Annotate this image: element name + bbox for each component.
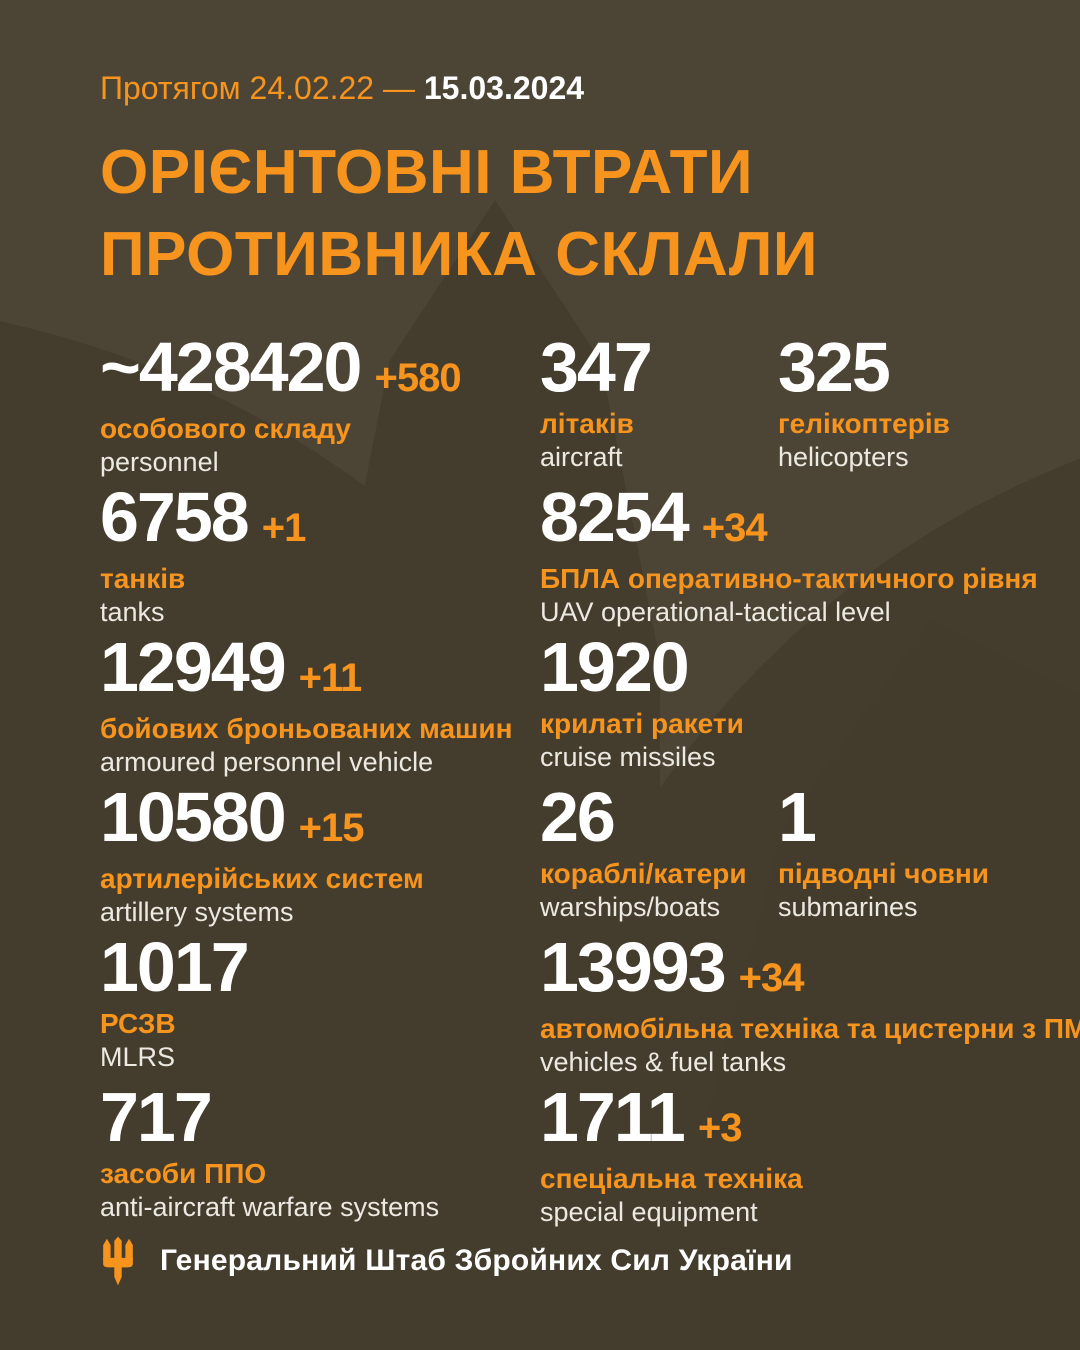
stat-label-ua: гелікоптерів [778, 408, 950, 439]
stat-label-ua: РСЗВ [100, 1008, 176, 1039]
stat-value: 6758 [100, 478, 250, 556]
stat-label-ua: крилаті ракети [540, 708, 744, 739]
stat-label-en: special equipment [540, 1197, 758, 1227]
organization-name: Генеральний Штаб Збройних Сил України [160, 1244, 793, 1277]
stat-label-ua: БПЛА оперативно-тактичного рівня [540, 563, 1038, 594]
stat-value: ~428420 [100, 328, 362, 406]
stat-label-en: submarines [778, 892, 918, 922]
trident-icon [103, 1236, 133, 1286]
stat-label-en: warships/boats [540, 892, 721, 922]
stat-value: 10580 [100, 778, 287, 856]
stat-label-en: artillery systems [100, 897, 294, 927]
stat-label-ua: танків [100, 563, 186, 594]
stat-warships: 26 кораблі/катери warships/boats [540, 778, 747, 923]
stat-value: 325 [778, 328, 891, 406]
stat-value: 12949 [100, 628, 287, 706]
stat-delta: +15 [298, 806, 365, 850]
stat-value: 1920 [540, 628, 690, 706]
stat-value: 347 [540, 328, 653, 406]
stat-value: 1 [778, 778, 817, 856]
stat-label-ua: засоби ППО [100, 1158, 267, 1189]
stat-value: 13993 [540, 928, 727, 1006]
stat-label-en: tanks [100, 597, 165, 627]
stat-submarines: 1 підводні човни submarines [778, 778, 989, 923]
watermark-trident-prong-center [330, 200, 660, 1350]
page-title-line2: ПРОТИВНИКА СКЛАЛИ [100, 220, 818, 289]
stat-value: 8254 [540, 478, 690, 556]
stat-delta: +11 [298, 656, 363, 700]
stat-artillery: 10580 +15 артилерійських систем artillery… [100, 778, 424, 928]
page-title: ОРІЄНТОВНІ ВТРАТИ ПРОТИВНИКА СКЛАЛИ [100, 132, 818, 296]
report-date: 15.03.2024 [423, 70, 585, 106]
footer: Генеральний Штаб Збройних Сил України [100, 1236, 793, 1286]
stat-delta: +34 [738, 956, 805, 1000]
stat-special-equipment: 1711 +3 спеціальна техніка special equipm… [540, 1078, 803, 1228]
stat-label-ua: підводні човни [778, 858, 989, 889]
stat-label-en: anti-aircraft warfare systems [100, 1192, 440, 1222]
stat-value: 717 [100, 1078, 213, 1156]
stat-label-ua: артилерійських систем [100, 863, 424, 894]
stat-delta: +3 [697, 1106, 743, 1150]
stat-delta: +34 [701, 506, 768, 550]
stat-delta: +580 [374, 356, 461, 400]
stat-personnel: ~428420 +580 особового складу personnel [100, 328, 462, 478]
stat-label-ua: автомобільна техніка та цистерни з ПММ [540, 1013, 1080, 1044]
stat-label-ua: спеціальна техніка [540, 1163, 803, 1194]
stat-label-en: vehicles & fuel tanks [540, 1047, 787, 1077]
stat-mlrs: 1017 РСЗВ MLRS [100, 928, 250, 1073]
stat-label-en: aircraft [540, 442, 623, 472]
stat-uav: 8254 +34 БПЛА оперативно-тактичного рівня… [540, 478, 1038, 628]
stat-cruise-missiles: 1920 крилаті ракети cruise missiles [540, 628, 744, 773]
stat-armoured-vehicles: 12949 +11 бойових броньованих машин armou… [100, 628, 513, 778]
stat-value: 1711 [540, 1078, 686, 1156]
stat-vehicles-fuel-tanks: 13993 +34 автомобільна техніка та цистерн… [540, 928, 1080, 1078]
stat-label-en: helicopters [778, 442, 909, 472]
stat-label-en: UAV operational-tactical level [540, 597, 891, 627]
page-title-line1: ОРІЄНТОВНІ ВТРАТИ [100, 138, 754, 207]
stat-value: 1017 [100, 928, 250, 1006]
stat-value: 26 [540, 778, 616, 856]
stat-label-ua: бойових броньованих машин [100, 713, 513, 744]
stat-label-en: MLRS [100, 1042, 176, 1072]
stat-label-en: personnel [100, 447, 219, 477]
period-label: Протягом 24.02.22 — [100, 70, 415, 106]
stat-helicopters: 325 гелікоптерів helicopters [778, 328, 950, 473]
stat-aircraft: 347 літаків aircraft [540, 328, 653, 473]
stat-label-ua: кораблі/катери [540, 858, 747, 889]
stat-label-ua: літаків [540, 408, 634, 439]
stat-tanks: 6758 +1 танків tanks [100, 478, 307, 628]
report-period: Протягом 24.02.22 — 15.03.2024 [100, 70, 584, 107]
stat-label-en: cruise missiles [540, 742, 716, 772]
stat-anti-aircraft: 717 засоби ППО anti-aircraft warfare sys… [100, 1078, 440, 1223]
stat-label-en: armoured personnel vehicle [100, 747, 434, 777]
stat-delta: +1 [261, 506, 307, 550]
stat-label-ua: особового складу [100, 413, 351, 444]
